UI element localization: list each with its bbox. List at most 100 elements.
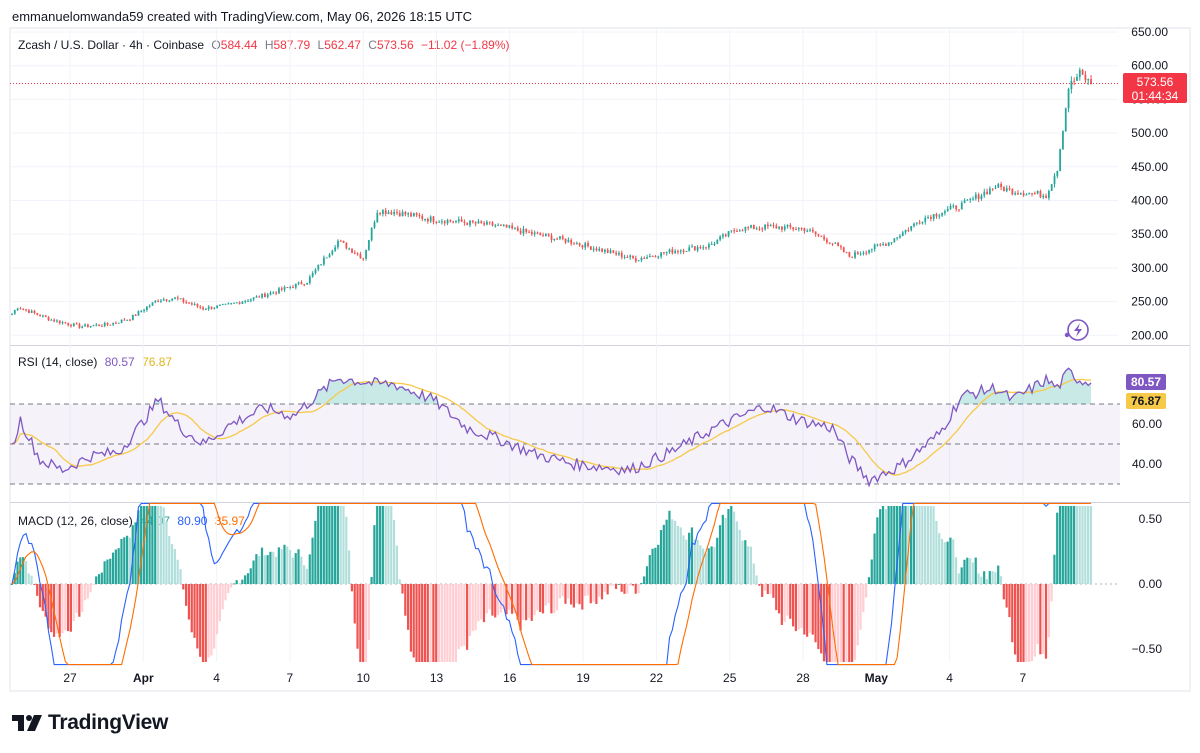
candle-body [761, 228, 764, 230]
candle-body [629, 255, 632, 258]
price-tick-label: 600.00 [1131, 59, 1168, 73]
candle-body [792, 227, 795, 230]
bolt-icon[interactable] [1064, 319, 1089, 341]
macd-histogram-bar [187, 584, 191, 620]
macd-histogram-bar [466, 584, 469, 650]
rsi-ma-value: 76.87 [142, 355, 173, 369]
macd-histogram-bar [946, 541, 949, 584]
candle-body [1028, 193, 1031, 195]
candle-body [1084, 74, 1087, 81]
candle-body [244, 301, 247, 303]
macd-histogram-bar [648, 555, 651, 584]
candle-body [98, 324, 101, 326]
candle-body [913, 223, 915, 227]
macd-histogram-bar [789, 584, 792, 619]
candle-body [75, 323, 78, 325]
candle-body [424, 218, 426, 220]
candle-body [27, 310, 30, 313]
macd-histogram-bar [536, 584, 539, 611]
macd-histogram-bar [859, 584, 862, 630]
rsi-ma-badge [1126, 393, 1166, 409]
candle-body [882, 244, 884, 246]
macd-tick-label: 0.00 [1139, 577, 1163, 591]
candle-body [154, 300, 157, 303]
countdown-text: 01:44:34 [1132, 89, 1179, 103]
macd-histogram-bar [491, 584, 494, 616]
x-tick-label: 4 [946, 671, 953, 685]
macd-histogram-bar [603, 584, 606, 592]
macd-histogram-bar [817, 584, 820, 650]
macd-histogram-bar [502, 584, 505, 609]
macd-histogram-bar [1039, 584, 1042, 655]
price-tick-label: 300.00 [1131, 261, 1168, 275]
rsi-name: RSI (14, close) [18, 355, 98, 369]
candle-body [865, 252, 868, 254]
macd-histogram-bar [22, 557, 25, 584]
candle-body [438, 221, 441, 223]
macd-histogram-bar [985, 579, 989, 584]
macd-histogram-bar [294, 553, 297, 584]
candle-body [508, 225, 511, 228]
candle-body [325, 257, 328, 259]
rsi-line [11, 367, 1092, 488]
macd-histogram-bar [154, 506, 157, 584]
candle-body [1067, 89, 1070, 109]
macd-histogram-bar [553, 584, 556, 614]
macd-histogram-bar [926, 506, 930, 584]
macd-histogram-bar [229, 584, 233, 588]
candle-body [483, 222, 485, 225]
candle-body [854, 252, 856, 258]
macd-histogram-bar [836, 584, 840, 662]
candle-body [640, 257, 643, 261]
candle-body [190, 303, 193, 305]
candle-body [966, 199, 969, 201]
chart-frame [9, 27, 1191, 692]
macd-histogram-bar [881, 506, 885, 584]
rsi-tick-label: 40.00 [1132, 457, 1162, 471]
macd-histogram-bar [957, 573, 960, 584]
candle-body [227, 303, 230, 305]
candle-body [910, 226, 913, 231]
candle-body [353, 252, 356, 254]
chart-svg[interactable]: 27Apr4710131619222528May47650.00600.0055… [0, 0, 1200, 700]
candle-body [533, 232, 536, 235]
macd-histogram-bar [665, 519, 668, 584]
candle-body [986, 191, 988, 195]
macd-histogram-bar [348, 550, 351, 584]
candle-body [117, 322, 120, 324]
macd-histogram-bar [350, 584, 354, 592]
tradingview-logo[interactable]: TradingView [12, 711, 168, 735]
candle-body [210, 306, 213, 309]
candle-body [932, 214, 935, 219]
candle-body [713, 243, 716, 245]
candle-body [320, 264, 322, 266]
candle-body [224, 303, 227, 305]
macd-histogram-bar [682, 535, 685, 584]
x-tick-label: 19 [576, 671, 590, 685]
macd-histogram-bar [317, 506, 320, 584]
macd-histogram-bar [336, 506, 339, 584]
x-tick-label: 25 [723, 671, 737, 685]
candle-body [269, 292, 272, 295]
macd-histogram-bar [598, 584, 601, 597]
candle-body [702, 247, 705, 249]
macd-histogram-bar [828, 584, 831, 662]
macd-histogram-bar [30, 575, 33, 584]
candle-body [826, 239, 828, 243]
macd-histogram-bar [454, 584, 457, 662]
macd-histogram-bar [954, 557, 958, 584]
price-tick-label: 500.00 [1131, 126, 1168, 140]
macd-histogram-bar [415, 584, 418, 662]
candle-body [13, 310, 16, 314]
candle-body [196, 303, 199, 307]
macd-histogram-bar [738, 529, 741, 584]
candle-body [955, 205, 958, 210]
macd-histogram-bar [47, 584, 50, 629]
candle-body [289, 287, 292, 289]
macd-histogram-bar [918, 506, 921, 584]
rsi-overbought-fill [312, 377, 437, 404]
x-tick-label: 27 [63, 671, 77, 685]
candle-body [828, 242, 831, 244]
macd-histogram-bar [1081, 506, 1084, 584]
candle-body [1056, 171, 1059, 177]
